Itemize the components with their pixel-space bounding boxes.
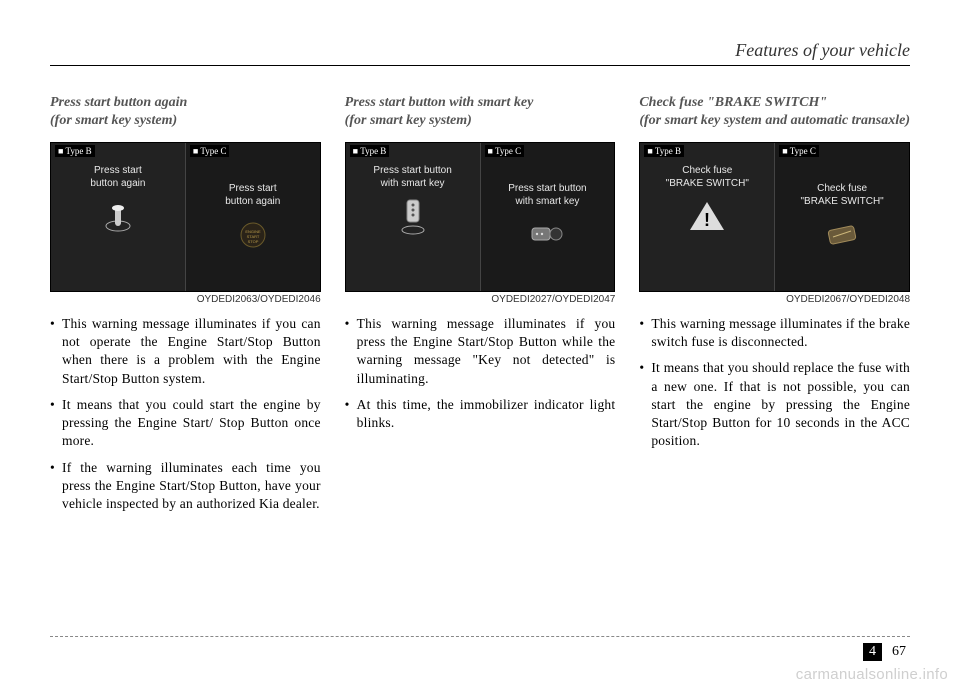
start-button-icon — [99, 198, 137, 236]
warning-triangle-icon: ! — [688, 198, 726, 236]
col1-typeB-panel: ■ Type B Press start button again — [51, 143, 186, 291]
col3-caption: OYDEDI2067/OYDEDI2048 — [639, 294, 910, 305]
col2-lcd-c-text: Press start button with smart key — [502, 183, 592, 208]
watermark: carmanualsonline.info — [796, 666, 948, 683]
column-3: Check fuse "BRAKE SWITCH" (for smart key… — [639, 94, 910, 521]
col3-title: Check fuse "BRAKE SWITCH" (for smart key… — [639, 94, 910, 132]
bullet-item: At this time, the immobilizer indicator … — [345, 396, 616, 432]
manual-page: Features of your vehicle Press start but… — [0, 0, 960, 689]
col1-figure: ■ Type B Press start button again ■ Type… — [50, 142, 321, 292]
column-1: Press start button again (for smart key … — [50, 94, 321, 521]
col1-typeC-panel: ■ Type C Press start button again ENGINE… — [186, 143, 320, 291]
col3-lcd-c-text: Check fuse "BRAKE SWITCH" — [795, 183, 890, 208]
bullet-item: If the warning illuminates each time you… — [50, 459, 321, 514]
fuse-icon — [823, 216, 861, 254]
type-c-label: ■ Type C — [190, 145, 230, 157]
col3-figure: ■ Type B Check fuse "BRAKE SWITCH" ! ■ T… — [639, 142, 910, 292]
engine-start-icon: ENGINE START STOP — [234, 216, 272, 254]
bullet-item: It means that you should replace the fus… — [639, 359, 910, 450]
chapter-number: 4 — [863, 643, 882, 661]
smart-key-icon — [394, 198, 432, 236]
col2-typeB-panel: ■ Type B Press start button with smart k… — [346, 143, 481, 291]
col3-typeB-panel: ■ Type B Check fuse "BRAKE SWITCH" ! — [640, 143, 775, 291]
content-columns: Press start button again (for smart key … — [50, 94, 910, 521]
col1-caption: OYDEDI2063/OYDEDI2046 — [50, 294, 321, 305]
col2-bullets: This warning message illuminates if you … — [345, 315, 616, 432]
col2-typeC-panel: ■ Type C Press start button with smart k… — [481, 143, 615, 291]
key-fob-icon — [528, 216, 566, 254]
page-number: 67 — [888, 643, 910, 661]
col1-bullets: This warning message illuminates if you … — [50, 315, 321, 513]
type-b-label: ■ Type B — [55, 145, 95, 157]
bullet-item: It means that you could start the engine… — [50, 396, 321, 451]
col3-lcd-b-text: Check fuse "BRAKE SWITCH" — [660, 165, 755, 190]
col1-title: Press start button again (for smart key … — [50, 94, 321, 132]
column-2: Press start button with smart key (for s… — [345, 94, 616, 521]
col2-caption: OYDEDI2027/OYDEDI2047 — [345, 294, 616, 305]
col1-lcd-c-text: Press start button again — [219, 183, 286, 208]
type-b-label: ■ Type B — [350, 145, 390, 157]
type-b-label: ■ Type B — [644, 145, 684, 157]
section-header: Features of your vehicle — [50, 40, 910, 66]
bullet-item: This warning message illuminates if you … — [345, 315, 616, 388]
col3-bullets: This warning message illuminates if the … — [639, 315, 910, 451]
col3-typeC-panel: ■ Type C Check fuse "BRAKE SWITCH" — [775, 143, 909, 291]
col2-lcd-b-text: Press start button with smart key — [367, 165, 457, 190]
page-footer: 4 67 — [50, 636, 910, 661]
type-c-label: ■ Type C — [485, 145, 525, 157]
svg-text:!: ! — [704, 210, 710, 230]
col2-title: Press start button with smart key (for s… — [345, 94, 616, 132]
col1-lcd-b-text: Press start button again — [84, 165, 151, 190]
bullet-item: This warning message illuminates if the … — [639, 315, 910, 351]
col2-figure: ■ Type B Press start button with smart k… — [345, 142, 616, 292]
bullet-item: This warning message illuminates if you … — [50, 315, 321, 388]
svg-text:STOP: STOP — [247, 239, 258, 244]
type-c-label: ■ Type C — [779, 145, 819, 157]
